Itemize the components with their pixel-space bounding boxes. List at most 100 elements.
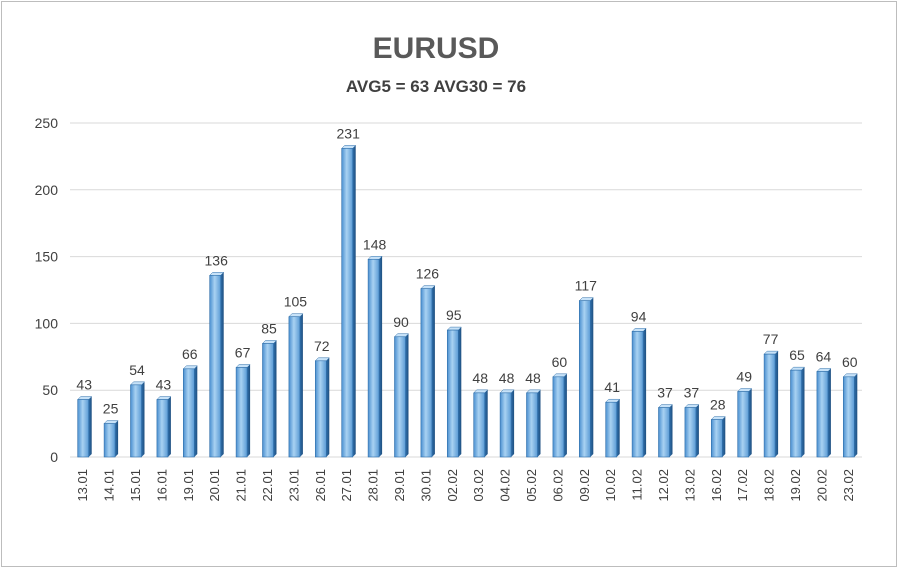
data-label: 48	[499, 370, 515, 386]
bar	[473, 392, 486, 458]
data-label: 49	[736, 369, 752, 385]
bar	[763, 353, 776, 458]
data-label: 77	[763, 331, 779, 347]
bar-side	[352, 145, 356, 457]
bar-side	[458, 327, 462, 457]
bar-side	[299, 313, 303, 457]
y-tick-label: 50	[42, 382, 58, 398]
bar	[526, 392, 538, 458]
x-tick-label: 15.01	[128, 469, 143, 502]
bar	[394, 336, 406, 458]
data-label: 25	[103, 401, 119, 417]
data-label: 72	[314, 338, 330, 354]
bar-side	[194, 365, 198, 457]
x-tick-label: 11.02	[630, 469, 645, 501]
data-label: 65	[789, 347, 805, 363]
x-tick-label: 03.02	[471, 469, 486, 502]
bar-side	[748, 388, 752, 457]
x-tick-label: 28.01	[366, 469, 381, 502]
bar	[103, 423, 116, 458]
bar	[446, 329, 459, 458]
data-label: 148	[363, 236, 387, 252]
x-tick-label: 26.01	[313, 469, 328, 502]
data-label: 136	[205, 252, 229, 268]
bar-side	[273, 340, 277, 457]
bar-side	[115, 420, 119, 457]
bar	[367, 258, 380, 458]
x-tick-label: 04.02	[498, 469, 513, 502]
bar	[262, 343, 274, 458]
data-label: 117	[575, 278, 598, 294]
x-tick-label: 21.01	[234, 469, 249, 502]
bar-side	[511, 389, 515, 457]
x-tick-label: 02.02	[445, 469, 460, 502]
bar	[552, 376, 565, 458]
bar-side	[379, 256, 383, 457]
data-label: 90	[393, 314, 409, 330]
data-label: 41	[604, 379, 620, 395]
data-label: 64	[816, 348, 832, 364]
y-tick-label: 200	[35, 182, 59, 198]
x-tick-label: 29.01	[392, 469, 407, 502]
chart-title: EURUSD	[373, 32, 500, 65]
data-label: 105	[284, 294, 308, 310]
x-tick-label: 13.01	[75, 469, 90, 502]
bar	[842, 376, 855, 458]
y-tick-label: 250	[35, 115, 59, 131]
data-label: 37	[657, 385, 673, 401]
x-tick-label: 05.02	[524, 469, 539, 502]
bar	[183, 368, 195, 458]
y-tick-label: 150	[35, 249, 59, 265]
x-tick-label: 10.02	[603, 469, 618, 502]
x-tick-label: 18.02	[762, 469, 777, 502]
bar-side	[537, 389, 541, 457]
bar-side	[722, 416, 726, 457]
data-label: 126	[416, 266, 440, 282]
x-tick-label: 13.02	[682, 469, 697, 502]
bar-side	[643, 328, 647, 457]
x-tick-label: 23.01	[286, 469, 301, 502]
bar-side	[616, 399, 620, 457]
data-label: 28	[710, 397, 726, 413]
data-label: 54	[129, 362, 145, 378]
bar-side	[167, 396, 171, 457]
x-tick-label: 12.02	[656, 469, 671, 502]
bar	[156, 399, 169, 458]
bar	[790, 369, 802, 458]
y-tick-label: 100	[35, 315, 59, 331]
x-tick-label: 19.02	[788, 469, 803, 502]
bar-side	[695, 404, 699, 457]
bar	[314, 360, 327, 458]
bar	[816, 371, 829, 458]
x-tick-label: 20.02	[814, 469, 829, 502]
x-tick-label: 22.01	[260, 469, 275, 502]
bar	[130, 384, 142, 458]
bar-side	[484, 389, 488, 457]
bar	[341, 148, 354, 458]
bar-side	[247, 364, 251, 457]
bar	[288, 316, 301, 458]
data-label: 95	[446, 307, 462, 323]
x-tick-label: 23.02	[841, 469, 856, 502]
data-label: 60	[552, 354, 568, 370]
bar-side	[775, 351, 779, 457]
data-label: 48	[525, 370, 541, 386]
bar-side	[405, 333, 409, 457]
bar-side	[141, 381, 145, 457]
data-label: 43	[156, 377, 172, 393]
data-label: 67	[235, 344, 251, 360]
bar	[499, 392, 512, 458]
bar-side	[801, 367, 805, 457]
bar	[737, 391, 750, 458]
bar	[420, 288, 433, 458]
bar-side	[827, 368, 831, 457]
data-label: 48	[472, 370, 488, 386]
bar-side	[854, 373, 858, 457]
bar-side	[431, 285, 435, 457]
x-tick-label: 16.02	[709, 469, 724, 502]
bar	[235, 367, 248, 458]
bar	[77, 399, 89, 458]
bar	[658, 407, 670, 458]
